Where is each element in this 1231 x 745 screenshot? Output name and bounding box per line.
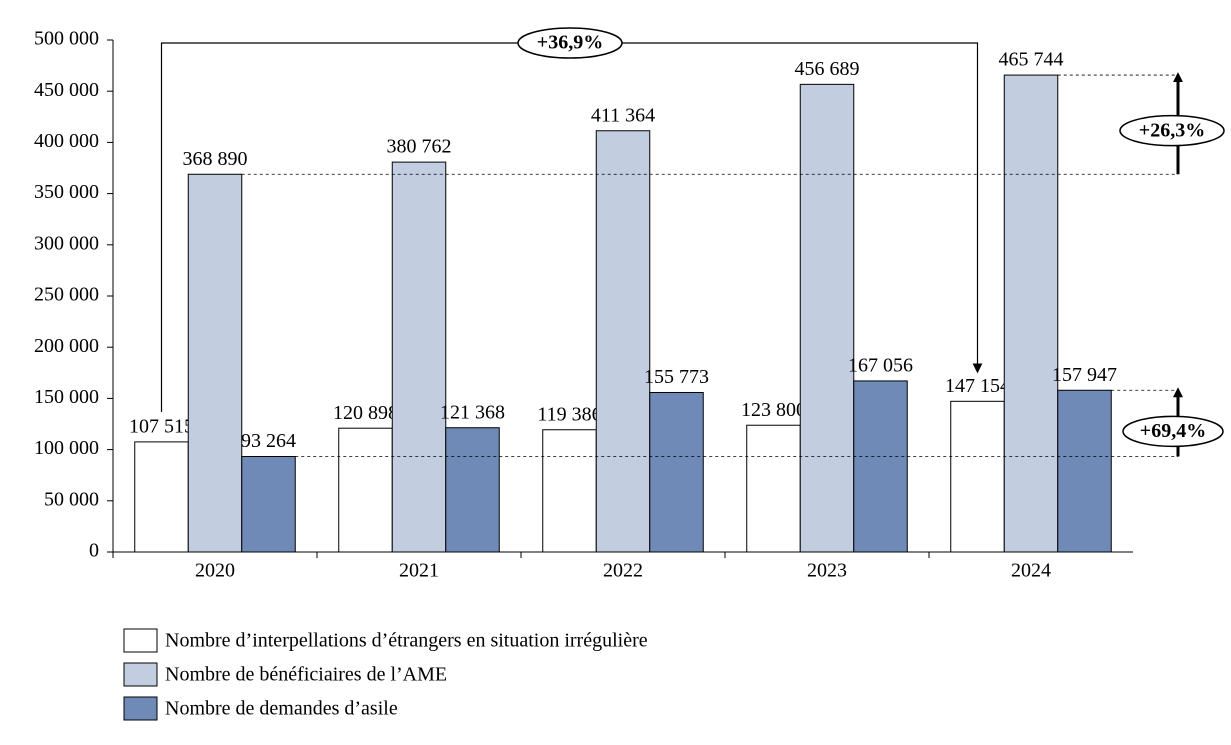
x-tick-label: 2024 [1011, 560, 1051, 582]
bar [445, 427, 500, 553]
annotation: +36,9% [537, 32, 603, 54]
x-tick-label: 2021 [399, 560, 439, 582]
legend-swatch [123, 696, 158, 721]
x-tick-label: 2020 [195, 560, 235, 582]
bar [338, 427, 393, 553]
value-label: 119 386 [537, 403, 601, 425]
value-label: 93 264 [241, 430, 296, 452]
bar [595, 130, 651, 553]
y-tick-label: 400 000 [34, 130, 99, 152]
bar [187, 173, 243, 553]
value-label: 380 762 [387, 136, 452, 158]
x-tick-label: 2022 [603, 560, 643, 582]
legend-label: Nombre d’interpellations d’étrangers en … [165, 630, 648, 652]
legend-label: Nombre de demandes d’asile [165, 698, 398, 720]
legend-swatch [123, 628, 158, 653]
y-tick-label: 100 000 [34, 437, 99, 459]
value-label: 155 773 [644, 366, 709, 388]
bar [1003, 74, 1059, 553]
annotation-bubble [1122, 415, 1224, 448]
bar [649, 391, 704, 553]
annotation-bubble [517, 27, 623, 59]
legend-label: Nombre de bénéficiaires de l’AME [165, 664, 447, 686]
bar [542, 429, 597, 553]
y-tick-label: 250 000 [34, 284, 99, 306]
value-label: 465 744 [999, 49, 1064, 71]
annotation-bubble [1119, 114, 1225, 147]
bar [241, 455, 296, 553]
y-tick-label: 150 000 [34, 386, 99, 408]
bar [1057, 389, 1112, 553]
bar [799, 83, 855, 553]
y-tick-label: 350 000 [34, 181, 99, 203]
bar [391, 161, 447, 553]
value-label: 368 890 [183, 148, 248, 170]
value-label: 123 800 [741, 399, 806, 421]
legend-swatch [123, 662, 158, 687]
x-tick-label: 2023 [807, 560, 847, 582]
value-label: 167 056 [848, 355, 913, 377]
value-label: 411 364 [591, 104, 655, 126]
y-tick-label: 450 000 [34, 79, 99, 101]
y-tick-label: 200 000 [34, 335, 99, 357]
value-label: 147 154 [945, 375, 1010, 397]
value-label: 456 689 [795, 58, 860, 80]
bar [853, 380, 908, 553]
value-label: 121 368 [440, 401, 505, 423]
y-tick-label: 50 000 [44, 488, 99, 510]
value-label: 107 515 [129, 415, 194, 437]
y-tick-label: 0 [89, 540, 99, 562]
annotation: +26,3% [1139, 119, 1205, 141]
y-tick-label: 500 000 [34, 28, 99, 50]
bar [746, 424, 801, 553]
y-tick-label: 300 000 [34, 232, 99, 254]
annotation: +69,4% [1140, 420, 1206, 442]
value-label: 157 947 [1052, 364, 1117, 386]
value-label: 120 898 [333, 402, 398, 424]
bar [950, 400, 1005, 553]
bar [134, 441, 189, 553]
